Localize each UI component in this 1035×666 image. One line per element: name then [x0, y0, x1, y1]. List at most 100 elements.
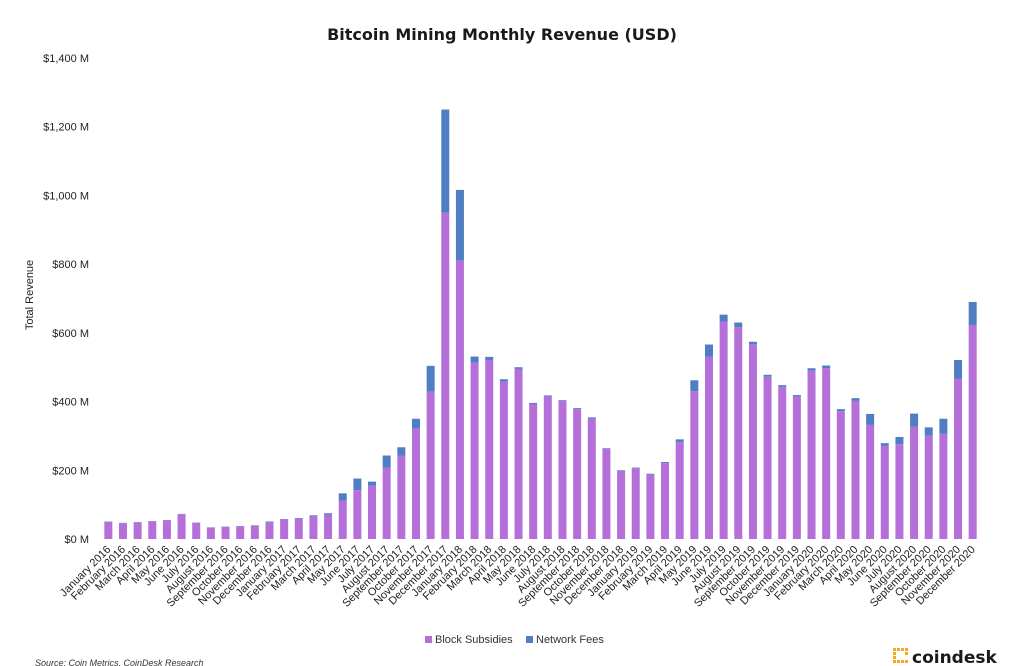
bar-block-subsidies: [763, 376, 772, 539]
bar-block-subsidies: [206, 527, 215, 539]
bar-network-fees: [514, 367, 523, 369]
bar-network-fees: [499, 379, 508, 382]
bar-network-fees: [968, 301, 977, 325]
bar-network-fees: [836, 409, 845, 412]
bar-network-fees: [280, 519, 289, 520]
bar-network-fees: [265, 521, 274, 523]
bar-block-subsidies: [485, 360, 494, 539]
bar-block-subsidies: [455, 260, 464, 539]
bar-network-fees: [807, 368, 816, 371]
bar-block-subsidies: [851, 400, 860, 539]
bar-block-subsidies: [368, 485, 377, 539]
bar-network-fees: [866, 413, 875, 425]
bar-block-subsidies: [573, 409, 582, 539]
bar-block-subsidies: [529, 403, 538, 539]
bar-block-subsidies: [441, 212, 450, 540]
bar-block-subsidies: [807, 370, 816, 539]
bar-network-fees: [485, 356, 494, 361]
bar-block-subsidies: [499, 381, 508, 539]
bar-network-fees: [851, 398, 860, 401]
bar-block-subsidies: [265, 522, 274, 539]
bar-network-fees: [763, 374, 772, 377]
bar-network-fees: [631, 467, 640, 469]
legend-label-block-subsidies: Block Subsidies: [435, 634, 513, 646]
bar-block-subsidies: [617, 470, 626, 539]
bar-block-subsidies: [250, 525, 259, 539]
bar-network-fees: [954, 360, 963, 379]
bar-block-subsidies: [514, 368, 523, 539]
bar-network-fees: [368, 481, 377, 486]
bar-network-fees: [338, 493, 347, 501]
source-note: Source: Coin Metrics, CoinDesk Research: [35, 658, 204, 666]
legend-swatch-block-subsidies: [425, 636, 432, 643]
bar-block-subsidies: [822, 368, 831, 539]
bar-block-subsidies: [748, 344, 757, 539]
bar-network-fees: [675, 439, 684, 443]
bar-block-subsidies: [353, 490, 362, 539]
bar-block-subsidies: [778, 386, 787, 539]
bar-block-subsidies: [470, 362, 479, 539]
legend-swatch-network-fees: [526, 636, 533, 643]
bar-block-subsidies: [895, 444, 904, 539]
bar-network-fees: [792, 395, 801, 397]
bar-block-subsidies: [661, 463, 670, 539]
bar-network-fees: [324, 513, 333, 515]
bar-block-subsidies: [866, 424, 875, 539]
bar-block-subsidies: [734, 327, 743, 539]
bar-network-fees: [704, 344, 713, 357]
bar-network-fees: [748, 341, 757, 345]
bar-network-fees: [587, 417, 596, 419]
bar-block-subsidies: [587, 418, 596, 539]
y-axis-ticks: $0 M $200 M $400 M $600 M $800 M $1,000 M $1,2…: [43, 53, 89, 546]
bar-network-fees: [455, 189, 464, 261]
bar-block-subsidies: [954, 378, 963, 539]
bar-network-fees: [661, 462, 670, 464]
bar-block-subsidies: [118, 523, 127, 539]
bar-network-fees: [646, 473, 655, 475]
bar-block-subsidies: [602, 448, 611, 539]
bar-block-subsidies: [236, 526, 245, 539]
bar-network-fees: [294, 518, 303, 519]
bars: [104, 109, 977, 540]
bar-block-subsidies: [324, 514, 333, 539]
bar-block-subsidies: [162, 520, 171, 539]
bar-block-subsidies: [675, 442, 684, 539]
bar-network-fees: [470, 356, 479, 363]
bar-network-fees: [895, 436, 904, 445]
bar-block-subsidies: [133, 522, 142, 539]
bar-block-subsidies: [719, 321, 728, 539]
bar-block-subsidies: [309, 516, 318, 539]
y-tick-label: $1,400 M: [43, 53, 89, 65]
bar-block-subsidies: [558, 401, 567, 539]
bar-block-subsidies: [631, 468, 640, 539]
legend-label-network-fees: Network Fees: [536, 634, 604, 646]
bar-network-fees: [617, 470, 626, 471]
bar-block-subsidies: [397, 455, 406, 539]
bar-block-subsidies: [411, 428, 420, 539]
bar-block-subsidies: [924, 435, 933, 539]
bar-block-subsidies: [690, 391, 699, 539]
bar-network-fees: [382, 455, 391, 468]
bar-block-subsidies: [543, 396, 552, 539]
bar-network-fees: [353, 478, 362, 491]
y-tick-label: $200 M: [52, 465, 89, 477]
bar-block-subsidies: [836, 411, 845, 539]
bar-block-subsidies: [426, 391, 435, 539]
bar-block-subsidies: [104, 521, 113, 539]
bar-block-subsidies: [294, 518, 303, 539]
bar-network-fees: [910, 413, 919, 427]
bar-network-fees: [939, 418, 948, 434]
bar-block-subsidies: [704, 356, 713, 539]
coindesk-wordmark: coindesk: [912, 648, 998, 666]
bar-network-fees: [543, 395, 552, 397]
bar-network-fees: [778, 385, 787, 387]
bar-block-subsidies: [280, 519, 289, 539]
bar-block-subsidies: [177, 514, 186, 539]
y-tick-label: $400 M: [52, 397, 89, 409]
bar-block-subsidies: [192, 522, 201, 539]
bar-block-subsidies: [338, 500, 347, 539]
y-tick-label: $0 M: [65, 534, 89, 546]
bar-block-subsidies: [880, 445, 889, 539]
